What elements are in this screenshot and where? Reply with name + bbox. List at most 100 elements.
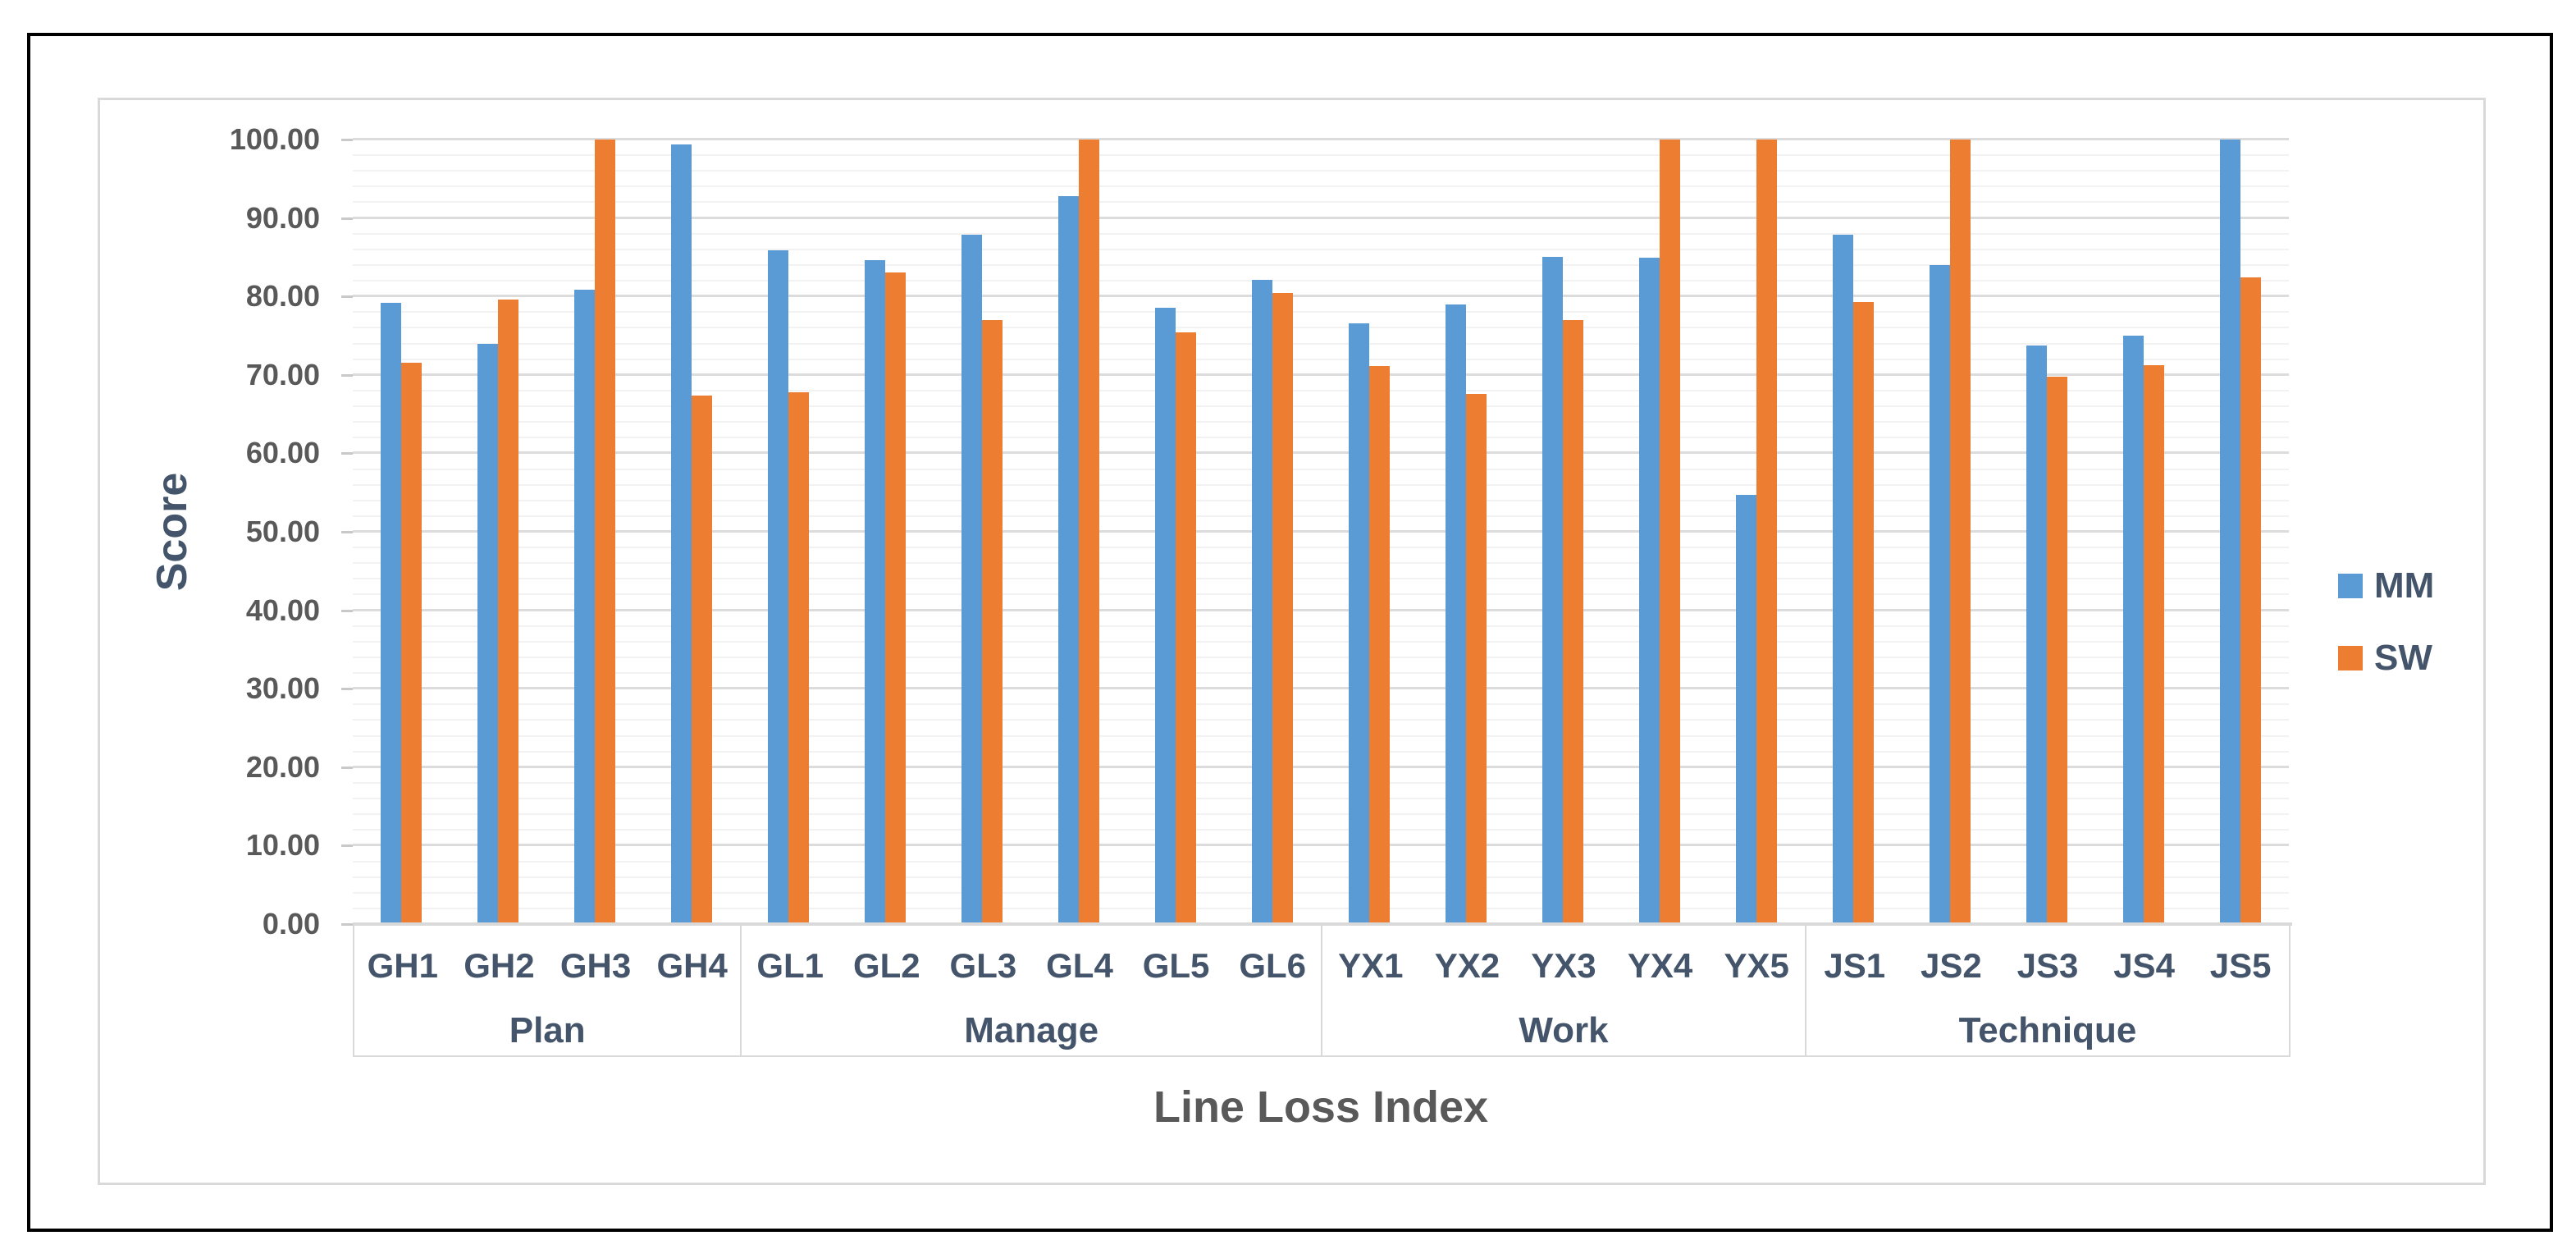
minor-gridline [353,499,2289,501]
major-gridline [353,295,2289,298]
bar-SW-GL2 [885,272,906,924]
legend-label-MM: MM [2374,565,2435,606]
x-axis-label-table: GH1 GH2 GH3 GH4 Plan GL1 GL2 GL3 GL4 GL5 GL6 Manage… [353,926,2291,1057]
major-gridline [353,844,2289,847]
bar-SW-YX3 [1563,319,1583,924]
minor-gridline [353,813,2289,816]
group-label-Manage: Manage [964,1010,1099,1050]
category-slot-JS3 [1998,140,2095,924]
minor-gridline [353,389,2289,391]
category-label-YX4: YX4 [1627,946,1693,985]
major-gridline [353,373,2289,376]
category-slot-GH1 [353,140,450,924]
category-slot-YX4 [1611,140,1708,924]
bar-SW-YX4 [1660,140,1680,924]
category-label-YX5: YX5 [1724,946,1789,985]
y-tick-mark [341,295,353,299]
y-tick-label: 30.00 [245,671,320,706]
category-label-JS4: JS4 [2113,946,2175,985]
minor-gridline [353,781,2289,784]
category-row: YX1 YX2 YX3 YX4 YX5 [1322,926,1805,1006]
bar-MM-GL2 [865,260,885,924]
bar-SW-GL3 [982,319,1003,924]
bar-SW-GH2 [498,300,518,924]
bar-MM-JS3 [2026,346,2047,924]
x-axis-title: Line Loss Index [1153,1082,1489,1132]
bar-SW-YX5 [1756,140,1777,924]
category-row: GL1 GL2 GL3 GL4 GL5 GL6 [742,926,1321,1006]
y-tick-mark [341,766,353,769]
minor-gridline [353,547,2289,549]
category-label-GH4: GH4 [656,946,728,985]
minor-gridline [353,656,2289,658]
minor-gridline [353,405,2289,408]
category-label-GL1: GL1 [756,946,824,985]
y-tick-label: 80.00 [245,279,320,314]
plot-area [353,138,2289,924]
category-label-GH1: GH1 [367,946,438,985]
category-slot-GL1 [740,140,837,924]
bar-SW-GL5 [1176,332,1196,924]
bar-SW-JS2 [1950,140,1971,924]
category-label-YX2: YX2 [1434,946,1500,985]
category-slot-YX5 [1708,140,1805,924]
minor-gridline [353,593,2289,596]
outer-border [27,33,2553,1232]
category-slot-YX1 [1321,140,1418,924]
bar-slots [353,140,2289,924]
category-label-JS2: JS2 [1921,946,1982,985]
bar-SW-GL6 [1272,293,1293,924]
minor-gridline [353,483,2289,486]
y-tick-label: 90.00 [245,200,320,235]
bar-MM-JS1 [1833,234,1853,924]
bar-MM-GH3 [574,289,595,924]
major-gridline [353,765,2289,768]
group-column-Work: YX1 YX2 YX3 YX4 YX5 Work [1322,926,1806,1055]
category-slot-GH3 [546,140,643,924]
y-tick-mark [341,531,353,533]
bar-MM-GH1 [381,302,401,924]
legend-label-SW: SW [2374,638,2432,678]
legend-swatch-SW [2338,646,2363,670]
bar-SW-GL1 [788,391,809,924]
minor-gridline [353,263,2289,266]
bar-MM-GL6 [1252,280,1272,924]
bar-MM-GL1 [768,249,788,924]
major-gridline [353,687,2289,690]
major-gridline [353,216,2289,219]
minor-gridline [353,421,2289,423]
minor-gridline [353,891,2289,894]
group-label-Plan: Plan [509,1010,586,1050]
major-gridline [353,608,2289,611]
bar-MM-GH2 [477,343,498,924]
bar-SW-JS5 [2240,277,2261,924]
minor-gridline [353,860,2289,863]
y-tick-mark [341,609,353,612]
group-column-Technique: JS1 JS2 JS3 JS4 JS5 Technique [1806,926,2291,1055]
category-slot-JS4 [2095,140,2192,924]
minor-gridline [353,640,2289,643]
y-tick-mark [341,688,353,691]
category-label-JS3: JS3 [2016,946,2079,985]
y-tick-label: 0.00 [262,907,320,940]
minor-gridline [353,876,2289,878]
category-slot-GL6 [1224,140,1321,924]
legend-item-SW: SW [2338,640,2434,676]
y-tick-mark [341,844,353,848]
y-tick-label: 50.00 [245,515,320,548]
category-slot-GL2 [837,140,934,924]
category-slot-GH2 [450,140,546,924]
bar-MM-JS2 [1930,264,1950,924]
bar-MM-GL4 [1058,195,1079,924]
minor-gridline [353,185,2289,188]
bar-SW-YX1 [1369,366,1390,924]
category-slot-GL4 [1030,140,1127,924]
y-tick-mark [341,139,353,141]
minor-gridline [353,154,2289,157]
x-axis-line [353,922,2292,926]
major-gridline [353,530,2289,533]
category-label-YX1: YX1 [1338,946,1404,985]
minor-gridline [353,311,2289,314]
group-column-Manage: GL1 GL2 GL3 GL4 GL5 GL6 Manage [742,926,1322,1055]
bar-MM-GL5 [1155,307,1176,924]
